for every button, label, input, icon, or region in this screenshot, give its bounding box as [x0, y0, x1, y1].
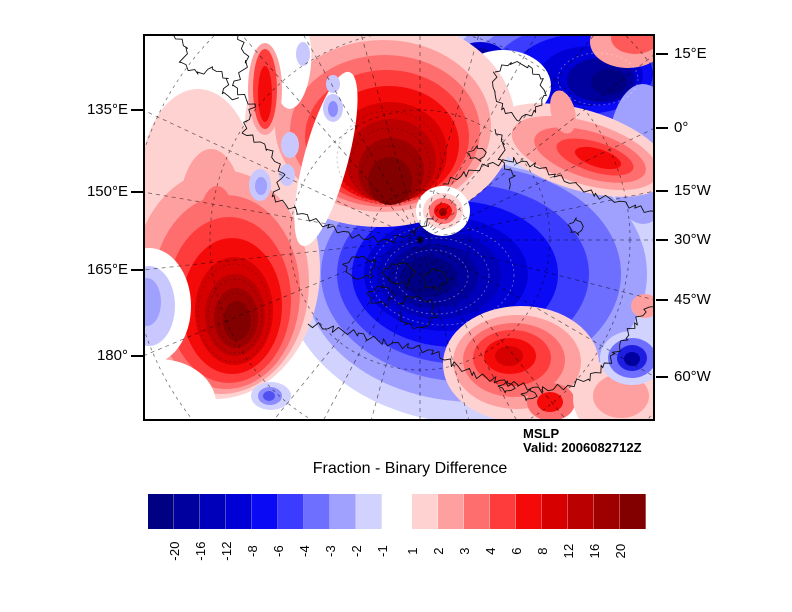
axis-tick	[131, 191, 143, 193]
axis-tick	[656, 190, 668, 192]
colorbar-segment	[490, 494, 516, 529]
colorbar-segment	[304, 494, 330, 529]
colorbar-segment	[594, 494, 620, 529]
colorbar-segment	[252, 494, 278, 529]
red-finger	[248, 43, 282, 135]
left-edge-patch	[143, 248, 216, 421]
axis-tick	[656, 53, 668, 55]
axis-tick	[656, 299, 668, 301]
colorbar-segment	[174, 494, 200, 529]
axis-tick	[656, 376, 668, 378]
axis-label-left: 135°E	[86, 101, 128, 118]
axis-label-left: 150°E	[86, 183, 128, 200]
colorbar-segment	[278, 494, 304, 529]
axis-label-left: 180°	[96, 347, 128, 364]
contour-rings	[197, 52, 639, 363]
colorbar-segment	[226, 494, 252, 529]
map-border	[143, 34, 655, 421]
axis-tick	[131, 355, 143, 357]
axis-label-right: 15°E	[674, 45, 707, 62]
colorbar-segment	[200, 494, 226, 529]
positive-anomaly-great-lakes	[443, 294, 655, 421]
colorbar-segment	[356, 494, 382, 529]
white-channel	[249, 34, 358, 247]
positive-anomaly-pacific	[143, 89, 320, 399]
axis-label-right: 60°W	[674, 368, 711, 385]
colorbar-segment	[568, 494, 594, 529]
colorbar-segment	[412, 494, 438, 529]
graticule	[143, 34, 655, 421]
colorbar-segment	[516, 494, 542, 529]
axis-tick	[131, 109, 143, 111]
colorbar-segment	[620, 494, 646, 529]
colorbar-tick-label: 20	[612, 543, 628, 559]
colorbar-segment	[464, 494, 490, 529]
axis-label-right: 45°W	[674, 291, 711, 308]
map-frame	[143, 34, 655, 421]
colorbar-segment	[542, 494, 568, 529]
colorbar-segment	[148, 494, 174, 529]
axis-label-right: 15°W	[674, 182, 711, 199]
axis-tick	[131, 269, 143, 271]
positive-band-scandinavia	[492, 34, 655, 197]
axis-tick	[656, 239, 668, 241]
valid-time-label: Valid: 2006082712Z	[523, 440, 642, 455]
isolated-red-spot	[416, 186, 470, 236]
axis-label-right: 0°	[674, 119, 689, 136]
contour-map	[143, 34, 655, 421]
axis-tick	[656, 127, 668, 129]
axis-label-left: 165°E	[86, 261, 128, 278]
chart-title: Fraction - Binary Difference	[312, 460, 508, 477]
colorbar-segment	[330, 494, 356, 529]
axis-label-right: 30°W	[674, 231, 711, 248]
colorbar-tick-label: -1	[374, 545, 390, 557]
colorbar-segment	[438, 494, 464, 529]
variable-label: MSLP	[523, 426, 560, 441]
